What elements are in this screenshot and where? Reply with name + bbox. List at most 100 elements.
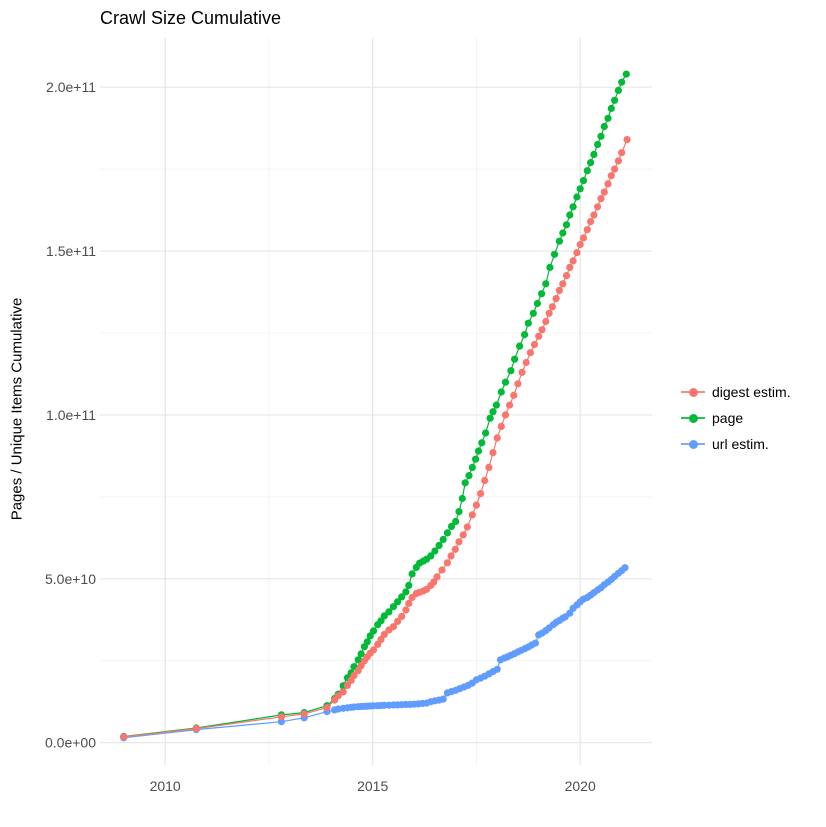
data-point <box>459 531 467 539</box>
legend-key-digest-estim-icon <box>681 385 705 399</box>
data-point <box>600 122 608 131</box>
y-tick-label: 1.0e+11 <box>46 407 96 423</box>
legend-label-digest-estim: digest estim. <box>712 384 791 400</box>
data-point <box>120 733 128 741</box>
data-point <box>611 165 619 173</box>
data-point <box>492 401 500 409</box>
data-point <box>334 692 342 700</box>
legend-item-page: page <box>681 409 791 427</box>
data-point <box>614 157 623 165</box>
data-point <box>590 150 598 158</box>
data-point <box>427 552 435 560</box>
data-point <box>192 725 200 733</box>
data-point <box>369 646 378 654</box>
data-point <box>566 263 574 271</box>
data-point <box>408 570 416 578</box>
data-point <box>533 299 542 308</box>
data-point <box>562 272 571 280</box>
data-point <box>548 303 557 311</box>
data-point <box>402 606 410 614</box>
data-point <box>394 617 402 626</box>
data-point <box>398 593 406 601</box>
data-point <box>535 332 543 340</box>
data-point <box>447 522 456 531</box>
x-tick-label: 2010 <box>150 778 181 794</box>
data-point <box>472 455 480 463</box>
data-point <box>594 140 602 149</box>
data-point <box>489 449 497 457</box>
data-point <box>482 429 490 437</box>
data-point <box>354 656 362 664</box>
data-point <box>323 704 331 712</box>
data-point <box>452 517 460 526</box>
x-tick-label: 2020 <box>565 778 596 794</box>
data-point <box>611 96 619 104</box>
data-point <box>277 713 285 721</box>
axis-tick-labels: 0.0e+00 5.0e+10 1.0e+11 1.5e+11 2.0e+11 2010 2… <box>45 79 596 794</box>
data-point <box>357 650 365 658</box>
data-point <box>526 349 535 357</box>
legend-key-page-icon <box>681 411 705 425</box>
data-point <box>573 193 581 201</box>
data-point <box>465 472 473 480</box>
data-point <box>489 408 497 416</box>
data-point <box>614 86 623 94</box>
data-point <box>623 136 631 144</box>
data-point <box>472 501 480 509</box>
data-point <box>594 203 602 211</box>
legend-item-digest-estim: digest estim. <box>681 383 791 401</box>
data-point <box>405 581 413 590</box>
data-point <box>604 114 612 122</box>
data-point <box>394 598 402 606</box>
data-point <box>510 391 518 399</box>
data-point <box>524 319 532 327</box>
data-point <box>600 188 608 196</box>
data-point <box>300 710 308 718</box>
data-point <box>559 229 567 237</box>
data-point <box>518 368 526 376</box>
data-point <box>587 218 595 226</box>
data-point <box>550 250 559 258</box>
data-point <box>433 573 441 581</box>
data-point <box>529 309 537 317</box>
y-tick-label: 0.0e+00 <box>45 735 96 751</box>
data-point <box>443 529 451 537</box>
series-line <box>123 73 627 738</box>
data-point <box>486 414 494 422</box>
data-point <box>552 295 560 303</box>
legend-item-url-estim: url estim. <box>681 435 791 453</box>
data-point <box>506 401 514 409</box>
data-point <box>458 494 466 503</box>
data-point <box>507 367 515 375</box>
data-point <box>451 545 459 553</box>
data-point <box>481 476 489 485</box>
y-tick-label: 2.0e+11 <box>46 79 96 95</box>
data-point <box>546 263 554 271</box>
legend-label-url-estim: url estim. <box>712 436 769 452</box>
data-point <box>497 422 505 430</box>
data-point <box>597 195 605 203</box>
data-point <box>477 490 485 498</box>
data-point <box>583 167 591 175</box>
data-point <box>402 588 410 596</box>
data-point <box>439 535 447 544</box>
data-point <box>516 342 524 350</box>
data-point <box>562 221 571 229</box>
y-tick-label: 1.5e+11 <box>46 243 96 259</box>
data-point <box>618 149 626 157</box>
data-point <box>530 340 539 349</box>
data-point <box>439 695 447 703</box>
data-point <box>389 603 397 611</box>
data-point <box>607 172 615 180</box>
data-point <box>369 627 378 635</box>
data-point <box>542 280 550 288</box>
data-point <box>501 378 510 386</box>
data-point <box>531 639 540 647</box>
data-point <box>430 578 438 586</box>
series-digest-estim <box>120 136 631 741</box>
data-point <box>621 564 629 572</box>
data-point <box>398 612 406 621</box>
data-point <box>573 249 581 257</box>
data-point <box>350 671 358 680</box>
data-point <box>622 70 630 78</box>
